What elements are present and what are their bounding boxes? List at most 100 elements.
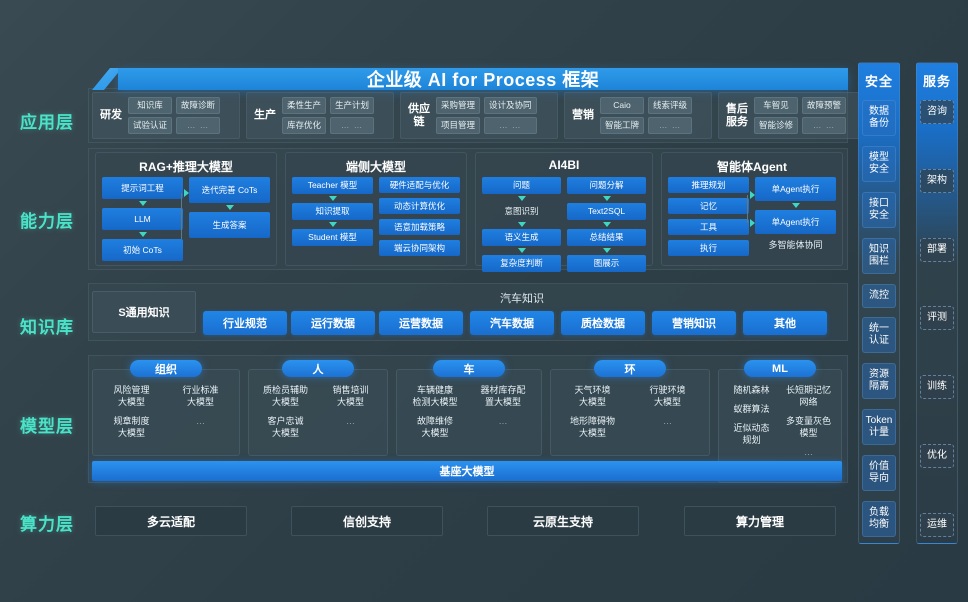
- model-item[interactable]: 行业标准 大模型: [182, 385, 219, 407]
- capability-node[interactable]: 知识提取: [292, 203, 373, 220]
- capability-node[interactable]: 推理规划: [668, 177, 749, 193]
- app-chip[interactable]: 柔性生产: [282, 97, 327, 114]
- security-item[interactable]: 数据 备份: [862, 100, 896, 136]
- model-item[interactable]: 天气环境 大模型: [574, 385, 611, 407]
- service-item[interactable]: 咨询: [920, 100, 954, 124]
- compute-item[interactable]: 算力管理: [684, 506, 836, 536]
- model-item[interactable]: …: [663, 416, 672, 426]
- app-chip[interactable]: … …: [802, 117, 847, 134]
- model-group-pill[interactable]: ML: [744, 360, 816, 377]
- knowledge-chip[interactable]: 营销知识: [652, 311, 736, 335]
- app-chip[interactable]: … …: [484, 117, 537, 134]
- app-chip[interactable]: … …: [330, 117, 375, 134]
- service-item[interactable]: 部署: [920, 237, 954, 262]
- capability-node[interactable]: 记忆: [668, 198, 749, 214]
- app-chip[interactable]: 知识库: [128, 97, 173, 114]
- capability-node[interactable]: 图展示: [567, 255, 646, 272]
- capability-node[interactable]: 执行: [668, 240, 749, 256]
- model-item[interactable]: 器材库存配 置大模型: [480, 385, 526, 407]
- app-chip[interactable]: 车智见: [754, 97, 799, 114]
- capability-node[interactable]: 总结结果: [567, 229, 646, 246]
- app-chip[interactable]: 试验认证: [128, 117, 173, 134]
- model-item[interactable]: 长短期记忆 网络: [785, 385, 831, 407]
- model-item[interactable]: …: [804, 447, 813, 457]
- app-chip[interactable]: 采购管理: [436, 97, 481, 114]
- model-item[interactable]: 故障维修 大模型: [416, 416, 453, 438]
- model-item[interactable]: 质检员辅助 大模型: [262, 385, 308, 407]
- security-item[interactable]: 价值 导向: [862, 455, 896, 491]
- service-item[interactable]: 架构: [920, 168, 954, 193]
- capability-node[interactable]: 初始 CoTs: [102, 239, 183, 261]
- model-group-pill[interactable]: 人: [282, 360, 354, 377]
- capability-node[interactable]: 单Agent执行: [755, 177, 836, 201]
- service-item[interactable]: 优化: [920, 444, 954, 469]
- security-item[interactable]: 负载 均衡: [862, 500, 896, 537]
- knowledge-chip[interactable]: 运营数据: [379, 311, 463, 335]
- security-item[interactable]: Token 计量: [862, 409, 896, 446]
- model-item[interactable]: 客户忠诚 大模型: [267, 416, 304, 438]
- capability-node[interactable]: 迭代完善 CoTs: [189, 177, 270, 203]
- security-item[interactable]: 知识 围栏: [862, 237, 896, 274]
- app-chip[interactable]: 生产计划: [330, 97, 375, 114]
- capability-node[interactable]: Student 模型: [292, 229, 373, 246]
- app-chip[interactable]: 智能工牌: [600, 117, 645, 134]
- compute-item[interactable]: 信创支持: [291, 506, 443, 536]
- security-item[interactable]: 模型 安全: [862, 145, 896, 182]
- app-chip[interactable]: 智能诊修: [754, 117, 799, 134]
- model-item[interactable]: 随机森林: [733, 385, 770, 395]
- app-chip[interactable]: 项目管理: [436, 117, 481, 134]
- capability-node[interactable]: 语义生成: [482, 229, 561, 246]
- capability-node[interactable]: 动态计算优化: [379, 198, 460, 214]
- capability-node[interactable]: 硬件适配与优化: [379, 177, 460, 193]
- capability-node[interactable]: 意图识别: [504, 206, 539, 216]
- knowledge-chip[interactable]: 运行数据: [291, 311, 375, 335]
- knowledge-chip[interactable]: 汽车数据: [470, 311, 554, 335]
- capability-node[interactable]: 生成答案: [189, 212, 270, 238]
- model-item[interactable]: 风险管理 大模型: [113, 385, 150, 407]
- knowledge-chip[interactable]: 质检数据: [561, 311, 645, 335]
- knowledge-chip[interactable]: 其他: [743, 311, 827, 335]
- service-item[interactable]: 评测: [920, 306, 954, 331]
- model-item[interactable]: 销售培训 大模型: [332, 385, 369, 407]
- model-group-pill[interactable]: 环: [594, 360, 666, 377]
- capability-node[interactable]: 端云协同架构: [379, 240, 460, 256]
- service-item[interactable]: 运维: [920, 512, 954, 537]
- app-chip[interactable]: … …: [648, 117, 693, 134]
- knowledge-chip[interactable]: 行业规范: [203, 311, 287, 335]
- capability-node[interactable]: Teacher 模型: [292, 177, 373, 194]
- app-chip[interactable]: 库存优化: [282, 117, 327, 134]
- model-item[interactable]: 蚁群算法: [733, 404, 770, 414]
- model-item[interactable]: 行驶环境 大模型: [649, 385, 686, 407]
- security-item[interactable]: 资源 隔离: [862, 363, 896, 400]
- security-item[interactable]: 接口 安全: [862, 191, 896, 228]
- model-item[interactable]: 车辆健康 检测大模型: [412, 385, 458, 407]
- capability-node[interactable]: 单Agent执行: [755, 210, 836, 234]
- model-item[interactable]: …: [196, 416, 205, 426]
- model-item[interactable]: 地形障碍物 大模型: [569, 416, 615, 438]
- model-item[interactable]: 近似动态 规划: [733, 423, 770, 445]
- model-group-pill[interactable]: 车: [433, 360, 505, 377]
- capability-node[interactable]: 问题: [482, 177, 561, 194]
- app-chip[interactable]: … …: [176, 117, 221, 134]
- security-item[interactable]: 流控: [862, 283, 896, 308]
- model-item[interactable]: …: [498, 416, 508, 426]
- service-item[interactable]: 训练: [920, 375, 954, 400]
- capability-node[interactable]: 语意加载策略: [379, 219, 460, 235]
- app-chip[interactable]: 设计及协同: [484, 97, 537, 114]
- capability-node[interactable]: 提示词工程: [102, 177, 183, 199]
- model-item[interactable]: 多变量灰色 模型: [785, 416, 831, 438]
- app-chip[interactable]: 线索评级: [648, 97, 693, 114]
- compute-item[interactable]: 云原生支持: [487, 506, 639, 536]
- capability-node[interactable]: 工具: [668, 219, 749, 235]
- capability-node[interactable]: LLM: [102, 208, 183, 230]
- capability-node[interactable]: 问题分解: [567, 177, 646, 194]
- security-item[interactable]: 统一 认证: [862, 317, 896, 354]
- app-chip[interactable]: Caio: [600, 97, 645, 114]
- model-group-pill[interactable]: 组织: [130, 360, 202, 377]
- compute-item[interactable]: 多云适配: [95, 506, 247, 536]
- app-chip[interactable]: 故障诊断: [176, 97, 221, 114]
- app-chip[interactable]: 故障预警: [802, 97, 847, 114]
- capability-node[interactable]: Text2SQL: [567, 203, 646, 220]
- capability-node[interactable]: 复杂度判断: [482, 255, 561, 272]
- model-item[interactable]: 规章制度 大模型: [113, 416, 150, 438]
